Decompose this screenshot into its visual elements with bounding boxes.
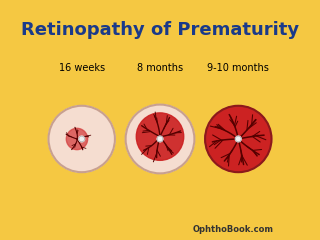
Circle shape (206, 107, 270, 171)
Circle shape (66, 128, 88, 150)
Circle shape (127, 106, 193, 172)
Circle shape (236, 136, 241, 142)
Circle shape (126, 105, 194, 173)
Circle shape (157, 136, 163, 142)
Circle shape (79, 136, 84, 142)
Text: 8 months: 8 months (137, 63, 183, 73)
Circle shape (205, 106, 271, 172)
Circle shape (50, 107, 114, 171)
Text: Retinopathy of Prematurity: Retinopathy of Prematurity (21, 21, 299, 39)
Circle shape (136, 113, 184, 160)
Text: OphthoBook.com: OphthoBook.com (193, 225, 274, 234)
Text: 9-10 months: 9-10 months (207, 63, 269, 73)
Text: 16 weeks: 16 weeks (59, 63, 105, 73)
Circle shape (49, 106, 115, 172)
Circle shape (205, 106, 271, 172)
